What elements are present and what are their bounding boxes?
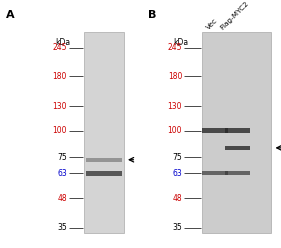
Text: 130: 130 (167, 102, 182, 111)
Text: 63: 63 (172, 169, 182, 178)
Text: 100: 100 (52, 126, 67, 135)
Text: A: A (6, 10, 14, 20)
Text: 245: 245 (167, 43, 182, 52)
Text: 75: 75 (57, 153, 67, 162)
Bar (202, 128, 228, 133)
Bar (225, 128, 250, 133)
Text: 48: 48 (173, 194, 182, 203)
Text: kDa: kDa (55, 38, 70, 47)
Text: kDa: kDa (173, 38, 188, 47)
Bar (202, 32, 271, 233)
Text: 75: 75 (172, 153, 182, 162)
Bar (202, 171, 228, 175)
Bar (84, 32, 124, 233)
Bar (225, 171, 250, 175)
Text: 63: 63 (57, 169, 67, 178)
Text: 245: 245 (52, 43, 67, 52)
Text: Flag-MYC2: Flag-MYC2 (219, 0, 250, 31)
Bar (225, 146, 250, 150)
Text: 100: 100 (167, 126, 182, 135)
Text: 48: 48 (57, 194, 67, 203)
Text: 130: 130 (52, 102, 67, 111)
Bar (86, 158, 122, 162)
Bar (86, 171, 122, 176)
Text: 180: 180 (53, 72, 67, 81)
Text: 35: 35 (172, 223, 182, 232)
Text: Vec: Vec (205, 18, 219, 31)
Text: 180: 180 (168, 72, 182, 81)
Text: B: B (148, 10, 156, 20)
Text: 35: 35 (57, 223, 67, 232)
